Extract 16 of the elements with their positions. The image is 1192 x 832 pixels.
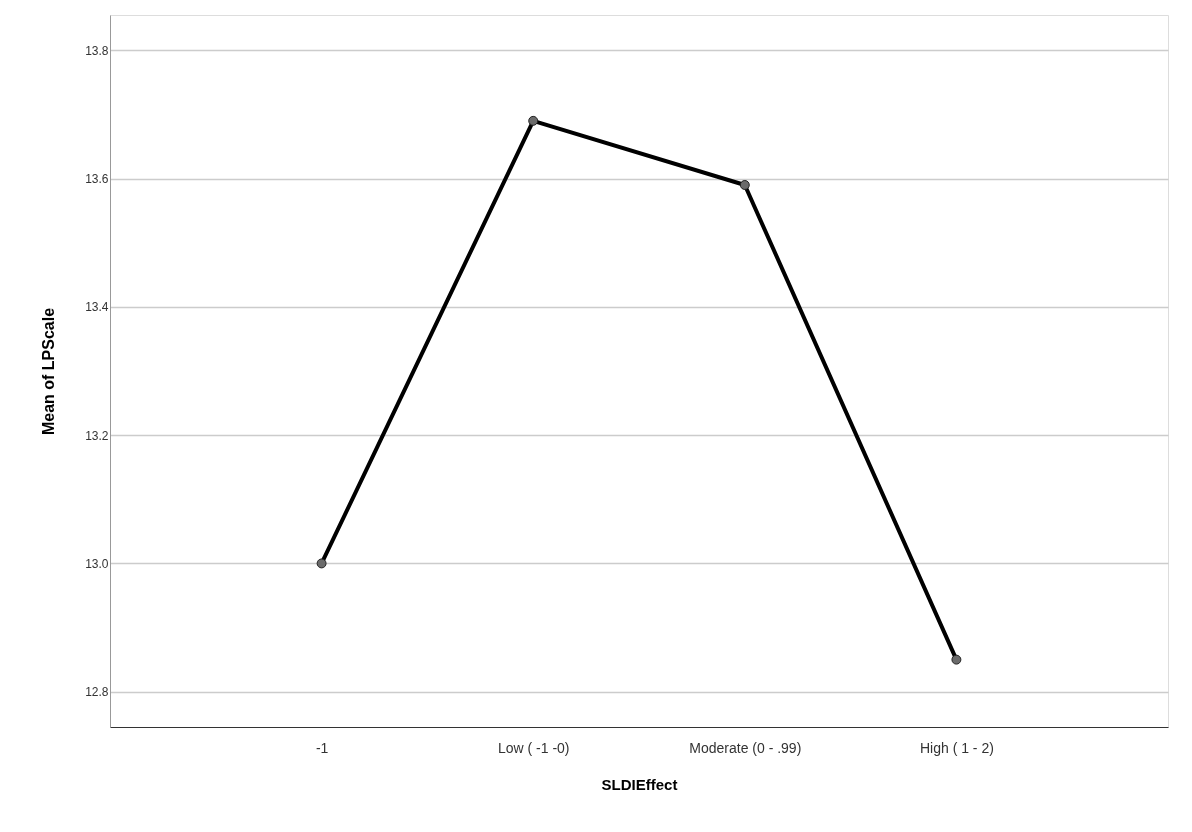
y-tick-label: 13.4 [85, 300, 109, 315]
y-tick-label: 13.6 [85, 172, 109, 187]
y-tick-label: 13.2 [85, 428, 109, 443]
y-tick-label: 13.8 [85, 43, 109, 58]
y-axis-title: Mean of LPScale [40, 307, 58, 436]
y-tick-label: 12.8 [85, 685, 109, 700]
x-tick-label: -1 [315, 739, 329, 756]
x-tick-label: High ( 1 - 2) [919, 739, 994, 756]
x-tick-label: Moderate (0 - .99) [689, 739, 802, 756]
point [739, 180, 750, 190]
point [951, 654, 962, 665]
point [316, 558, 327, 569]
x-tick-label: Low ( -1 -0) [497, 739, 570, 756]
point [528, 115, 539, 126]
x-axis-title: SLDIEffect [601, 775, 678, 793]
y-tick-label: 13.0 [85, 556, 109, 571]
